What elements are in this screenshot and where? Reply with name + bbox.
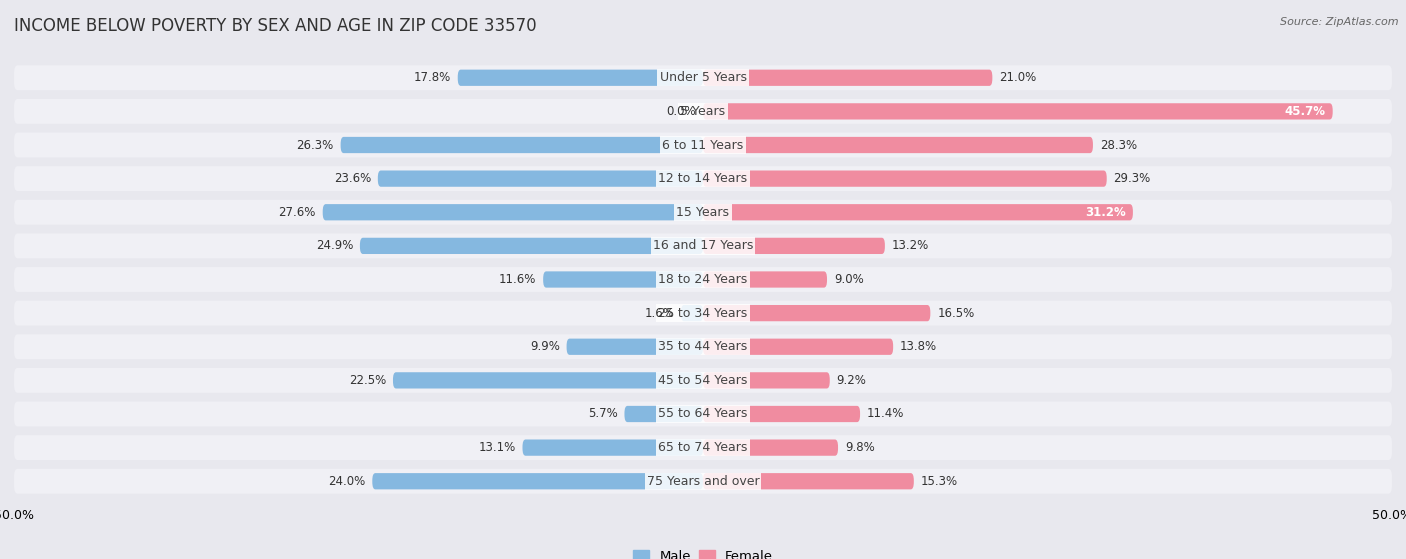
Text: 28.3%: 28.3% bbox=[1099, 139, 1137, 151]
FancyBboxPatch shape bbox=[543, 271, 703, 288]
Text: Source: ZipAtlas.com: Source: ZipAtlas.com bbox=[1281, 17, 1399, 27]
FancyBboxPatch shape bbox=[392, 372, 703, 389]
FancyBboxPatch shape bbox=[703, 204, 1133, 220]
Text: 26.3%: 26.3% bbox=[297, 139, 333, 151]
FancyBboxPatch shape bbox=[703, 271, 827, 288]
FancyBboxPatch shape bbox=[703, 70, 993, 86]
FancyBboxPatch shape bbox=[703, 406, 860, 422]
FancyBboxPatch shape bbox=[703, 238, 884, 254]
FancyBboxPatch shape bbox=[458, 70, 703, 86]
FancyBboxPatch shape bbox=[703, 473, 914, 489]
Text: 16 and 17 Years: 16 and 17 Years bbox=[652, 239, 754, 252]
Text: 9.2%: 9.2% bbox=[837, 374, 866, 387]
Text: 29.3%: 29.3% bbox=[1114, 172, 1152, 185]
Text: 25 to 34 Years: 25 to 34 Years bbox=[658, 307, 748, 320]
FancyBboxPatch shape bbox=[14, 65, 1392, 90]
Text: 16.5%: 16.5% bbox=[938, 307, 974, 320]
FancyBboxPatch shape bbox=[703, 439, 838, 456]
Text: 75 Years and over: 75 Years and over bbox=[647, 475, 759, 488]
Text: 65 to 74 Years: 65 to 74 Years bbox=[658, 441, 748, 454]
Text: 11.6%: 11.6% bbox=[499, 273, 536, 286]
Text: INCOME BELOW POVERTY BY SEX AND AGE IN ZIP CODE 33570: INCOME BELOW POVERTY BY SEX AND AGE IN Z… bbox=[14, 17, 537, 35]
Text: 1.6%: 1.6% bbox=[644, 307, 673, 320]
Text: 5 Years: 5 Years bbox=[681, 105, 725, 118]
Text: 45.7%: 45.7% bbox=[1285, 105, 1326, 118]
Text: 13.2%: 13.2% bbox=[891, 239, 929, 252]
FancyBboxPatch shape bbox=[378, 170, 703, 187]
Text: 24.9%: 24.9% bbox=[315, 239, 353, 252]
FancyBboxPatch shape bbox=[703, 305, 931, 321]
FancyBboxPatch shape bbox=[567, 339, 703, 355]
FancyBboxPatch shape bbox=[14, 132, 1392, 158]
Text: 22.5%: 22.5% bbox=[349, 374, 387, 387]
Text: 12 to 14 Years: 12 to 14 Years bbox=[658, 172, 748, 185]
Text: 15.3%: 15.3% bbox=[921, 475, 957, 488]
Text: 24.0%: 24.0% bbox=[328, 475, 366, 488]
Text: 21.0%: 21.0% bbox=[1000, 71, 1036, 84]
FancyBboxPatch shape bbox=[703, 103, 1333, 120]
FancyBboxPatch shape bbox=[14, 301, 1392, 325]
FancyBboxPatch shape bbox=[703, 339, 893, 355]
FancyBboxPatch shape bbox=[373, 473, 703, 489]
Text: 5.7%: 5.7% bbox=[588, 408, 617, 420]
FancyBboxPatch shape bbox=[703, 137, 1092, 153]
FancyBboxPatch shape bbox=[523, 439, 703, 456]
Text: 18 to 24 Years: 18 to 24 Years bbox=[658, 273, 748, 286]
FancyBboxPatch shape bbox=[14, 368, 1392, 393]
FancyBboxPatch shape bbox=[14, 166, 1392, 191]
FancyBboxPatch shape bbox=[360, 238, 703, 254]
FancyBboxPatch shape bbox=[323, 204, 703, 220]
Text: 31.2%: 31.2% bbox=[1085, 206, 1126, 219]
FancyBboxPatch shape bbox=[14, 99, 1392, 124]
FancyBboxPatch shape bbox=[14, 334, 1392, 359]
FancyBboxPatch shape bbox=[703, 372, 830, 389]
FancyBboxPatch shape bbox=[681, 305, 703, 321]
Text: 15 Years: 15 Years bbox=[676, 206, 730, 219]
Text: 27.6%: 27.6% bbox=[278, 206, 316, 219]
Text: 6 to 11 Years: 6 to 11 Years bbox=[662, 139, 744, 151]
Text: 45 to 54 Years: 45 to 54 Years bbox=[658, 374, 748, 387]
Text: 9.9%: 9.9% bbox=[530, 340, 560, 353]
Text: 9.0%: 9.0% bbox=[834, 273, 863, 286]
FancyBboxPatch shape bbox=[624, 406, 703, 422]
FancyBboxPatch shape bbox=[14, 469, 1392, 494]
Text: 17.8%: 17.8% bbox=[413, 71, 451, 84]
Text: Under 5 Years: Under 5 Years bbox=[659, 71, 747, 84]
Text: 0.0%: 0.0% bbox=[666, 105, 696, 118]
Text: 55 to 64 Years: 55 to 64 Years bbox=[658, 408, 748, 420]
FancyBboxPatch shape bbox=[14, 200, 1392, 225]
FancyBboxPatch shape bbox=[14, 435, 1392, 460]
Text: 11.4%: 11.4% bbox=[868, 408, 904, 420]
FancyBboxPatch shape bbox=[14, 267, 1392, 292]
Text: 13.1%: 13.1% bbox=[478, 441, 516, 454]
FancyBboxPatch shape bbox=[703, 170, 1107, 187]
FancyBboxPatch shape bbox=[14, 234, 1392, 258]
Legend: Male, Female: Male, Female bbox=[627, 544, 779, 559]
Text: 9.8%: 9.8% bbox=[845, 441, 875, 454]
FancyBboxPatch shape bbox=[340, 137, 703, 153]
Text: 35 to 44 Years: 35 to 44 Years bbox=[658, 340, 748, 353]
Text: 23.6%: 23.6% bbox=[333, 172, 371, 185]
Text: 13.8%: 13.8% bbox=[900, 340, 938, 353]
FancyBboxPatch shape bbox=[14, 401, 1392, 427]
